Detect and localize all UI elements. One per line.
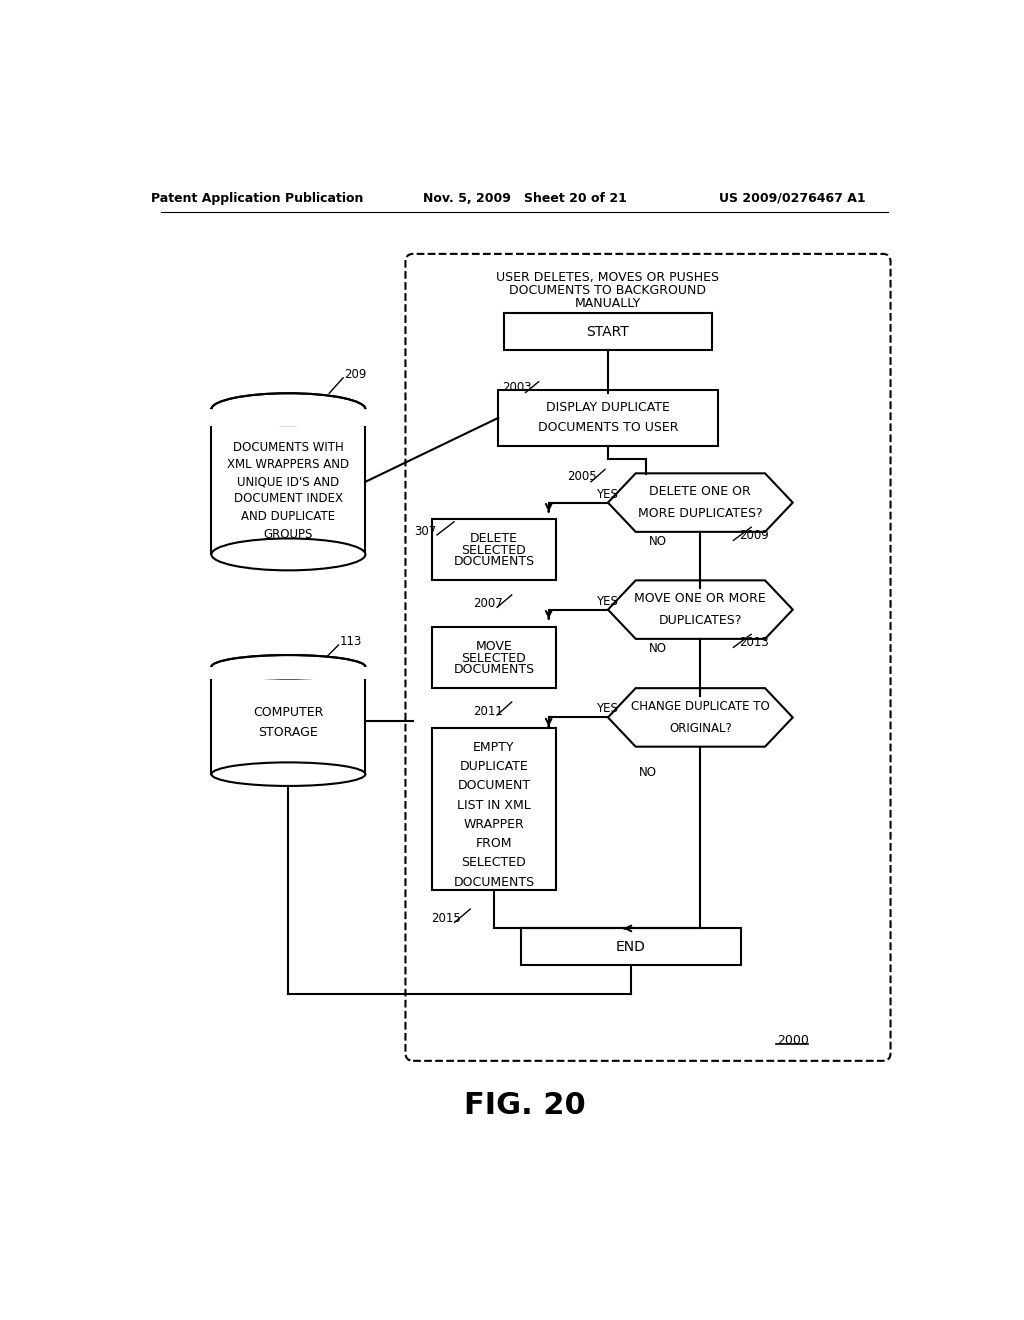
Text: FIG. 20: FIG. 20 [464,1092,586,1119]
Text: SELECTED: SELECTED [462,544,526,557]
Bar [432,519,556,581]
Text: COMPUTER: COMPUTER [253,706,324,719]
Text: STORAGE: STORAGE [258,726,318,739]
Bar [432,627,556,688]
Text: US 2009/0276467 A1: US 2009/0276467 A1 [720,191,866,205]
Text: UNIQUE ID'S AND: UNIQUE ID'S AND [238,475,340,488]
Text: SELECTED: SELECTED [462,652,526,665]
Text: DOCUMENT INDEX: DOCUMENT INDEX [233,492,343,506]
Text: END: END [616,940,646,954]
Bar [211,409,366,554]
Text: MANUALLY: MANUALLY [574,297,641,310]
Text: NO: NO [649,536,667,548]
Ellipse shape [211,655,366,678]
Text: DOCUMENT: DOCUMENT [458,779,530,792]
Text: 2007: 2007 [473,597,503,610]
Text: DISPLAY DUPLICATE: DISPLAY DUPLICATE [546,401,670,414]
Text: XML WRAPPERS AND: XML WRAPPERS AND [227,458,349,471]
Bar [211,667,366,774]
Text: DOCUMENTS WITH: DOCUMENTS WITH [233,441,344,454]
Bar [504,313,712,350]
Bar [521,928,740,965]
Polygon shape [608,581,793,639]
Text: 2009: 2009 [739,529,769,543]
Text: ORIGINAL?: ORIGINAL? [669,722,732,735]
Text: MOVE ONE OR MORE: MOVE ONE OR MORE [635,593,766,606]
Text: Patent Application Publication: Patent Application Publication [152,191,364,205]
Text: DOCUMENTS: DOCUMENTS [454,875,535,888]
Text: DOCUMENTS TO USER: DOCUMENTS TO USER [538,421,678,434]
Text: CHANGE DUPLICATE TO: CHANGE DUPLICATE TO [631,700,770,713]
Text: DOCUMENTS TO BACKGROUND: DOCUMENTS TO BACKGROUND [510,284,707,297]
Bar [432,729,556,890]
Text: 113: 113 [340,635,362,648]
Polygon shape [608,474,793,532]
Text: 2011: 2011 [473,705,503,718]
Text: YES: YES [596,702,617,715]
Text: WRAPPER: WRAPPER [464,818,524,832]
Text: 2000: 2000 [777,1034,809,1047]
Text: NO: NO [639,767,657,779]
Text: Nov. 5, 2009   Sheet 20 of 21: Nov. 5, 2009 Sheet 20 of 21 [423,191,627,205]
Text: AND DUPLICATE: AND DUPLICATE [242,510,336,523]
Text: USER DELETES, MOVES OR PUSHES: USER DELETES, MOVES OR PUSHES [497,271,720,284]
Ellipse shape [211,539,366,570]
Text: 307: 307 [414,525,436,539]
Text: FROM: FROM [476,837,512,850]
Text: MOVE: MOVE [475,640,512,653]
Text: GROUPS: GROUPS [264,528,313,541]
Text: LIST IN XML: LIST IN XML [457,799,530,812]
Ellipse shape [211,763,366,785]
Text: NO: NO [649,643,667,656]
Text: SELECTED: SELECTED [462,857,526,870]
Text: 2013: 2013 [739,636,769,649]
Text: 209: 209 [345,367,367,380]
Text: 2015: 2015 [431,912,461,925]
Text: EMPTY: EMPTY [473,741,515,754]
Text: 2005: 2005 [567,470,597,483]
Bar [210,667,367,680]
Text: MORE DUPLICATES?: MORE DUPLICATES? [638,507,763,520]
Text: YES: YES [596,594,617,607]
Polygon shape [608,688,793,747]
Text: START: START [587,325,630,339]
Text: 2003: 2003 [502,380,531,393]
Text: DUPLICATE: DUPLICATE [460,760,528,774]
Text: DELETE ONE OR: DELETE ONE OR [649,486,752,499]
Text: DOCUMENTS: DOCUMENTS [454,556,535,569]
Text: DELETE: DELETE [470,532,518,545]
Text: YES: YES [596,487,617,500]
Bar [210,409,367,426]
Text: DOCUMENTS: DOCUMENTS [454,663,535,676]
Bar [499,391,718,446]
Ellipse shape [211,393,366,425]
Text: DUPLICATES?: DUPLICATES? [658,614,742,627]
